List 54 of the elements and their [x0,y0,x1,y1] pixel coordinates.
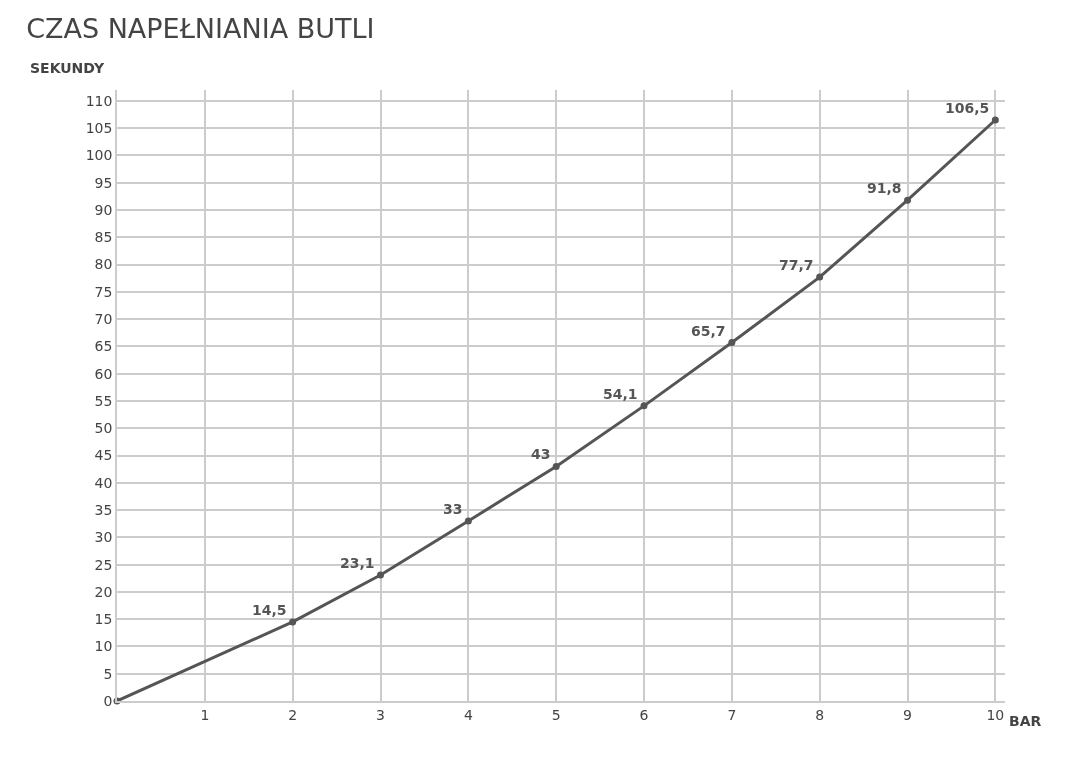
data-label: 33 [443,501,463,517]
point [464,517,472,525]
data-label: 43 [531,446,551,462]
y-tick-label: 90 [94,201,113,218]
point [904,196,911,204]
chart-title: CZAS NAPEŁNIANIA BUTLI [26,12,375,44]
x-tick-label: 9 [903,706,912,723]
y-tick-label: 15 [94,611,113,628]
data-label: 23,1 [340,555,375,571]
y-tick-label: 5 [103,665,113,682]
data-label: 14,5 [252,602,287,618]
x-tick-label: 3 [376,706,385,723]
y-tick-label: 110 [85,92,113,109]
x-tick-label: 1 [200,706,210,723]
y-tick-label: 0 [103,692,113,709]
y-tick-label: 85 [94,229,113,246]
x-axis-title: BAR [1009,713,1042,729]
x-tick-label: 7 [727,706,737,723]
data-label: 77,7 [779,257,814,273]
y-tick-label: 65 [94,338,113,355]
y-tick-label: 50 [94,420,113,437]
x-tick-label: 2 [288,706,298,723]
point [816,273,824,281]
x-tick-label: 10 [986,706,1005,723]
x-tick-label: 6 [639,706,649,723]
point [728,339,736,347]
y-tick-label: 40 [94,474,113,491]
point [552,462,560,470]
y-tick-label: 30 [94,529,113,546]
y-tick-label: 95 [94,174,113,191]
y-tick-label: 100 [85,147,113,164]
point [991,116,999,124]
x-tick-label: 8 [815,706,825,723]
point [289,618,297,626]
x-tick-label: 4 [463,706,473,723]
y-tick-label: 80 [94,256,113,273]
data-label: 54,1 [603,386,638,402]
y-tick-label: 105 [85,120,113,137]
y-tick-label: 20 [94,583,113,600]
y-tick-label: 70 [94,311,113,328]
point [377,571,384,579]
y-tick-label: 60 [94,365,113,382]
data-label: 106,5 [945,100,990,116]
y-tick-label: 25 [94,556,113,573]
y-axis-title: SEKUNDY [30,60,105,76]
data-label: 91,8 [867,180,902,196]
y-tick-label: 35 [94,501,113,518]
x-tick-label: 5 [551,706,561,723]
point [640,402,648,410]
y-tick-label: 10 [94,638,113,655]
y-tick-label: 55 [94,392,113,409]
data-label: 65,7 [691,323,726,339]
y-tick-label: 75 [94,283,113,300]
y-tick-label: 45 [94,447,113,464]
